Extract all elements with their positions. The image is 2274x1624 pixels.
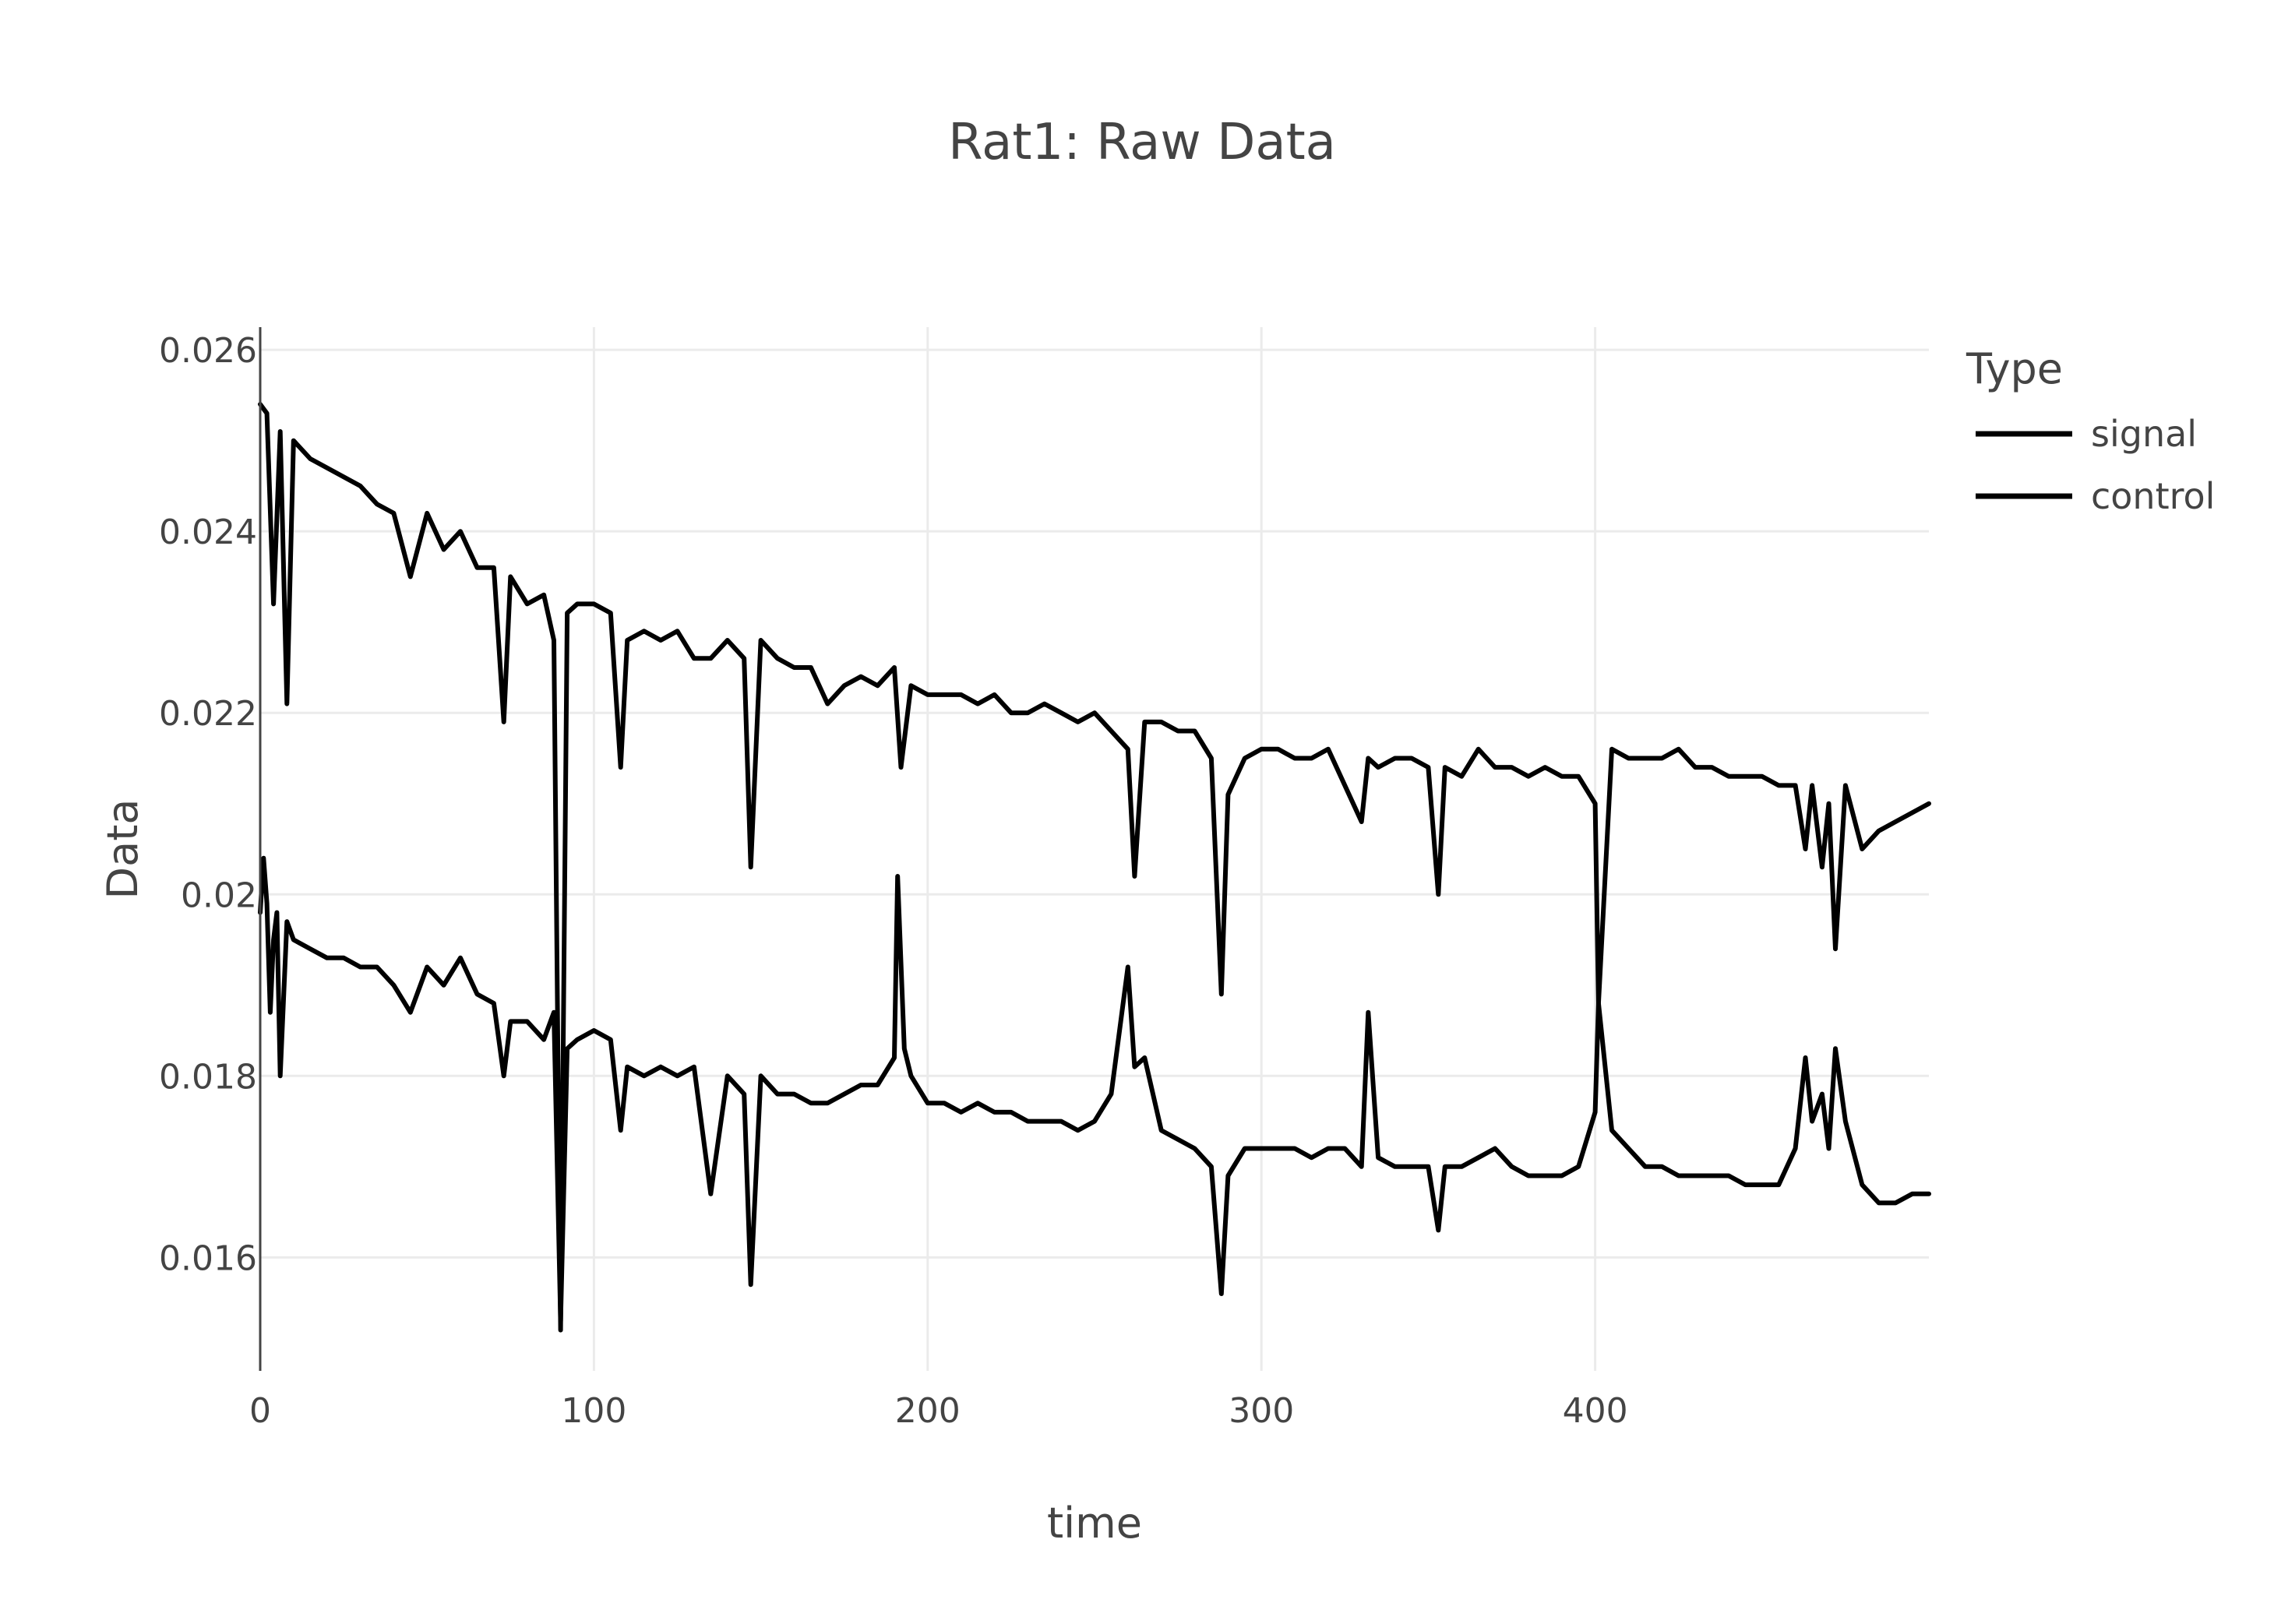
chart-title: Rat1: Raw Data xyxy=(948,114,1336,171)
x-tick-label: 400 xyxy=(1563,1391,1628,1431)
x-tick-labels: 0 100 200 300 400 xyxy=(249,1391,1628,1431)
y-tick-label: 0.022 xyxy=(159,694,257,734)
y-tick-label: 0.016 xyxy=(159,1238,257,1278)
y-tick-label: 0.026 xyxy=(159,331,257,371)
series-line-control xyxy=(258,855,1931,1323)
x-tick-label: 0 xyxy=(249,1391,271,1431)
series-line-signal xyxy=(258,402,1931,1333)
x-tick-label: 300 xyxy=(1229,1391,1294,1431)
y-tick-label: 0.02 xyxy=(181,875,257,915)
legend-item-signal[interactable]: signal xyxy=(1976,413,2197,455)
gridlines xyxy=(260,327,1929,1371)
x-axis-title: time xyxy=(1047,1499,1142,1548)
y-tick-label: 0.018 xyxy=(159,1057,257,1097)
legend-title: Type xyxy=(1966,344,2063,393)
legend: Type signal control xyxy=(1966,344,2215,517)
legend-label-control: control xyxy=(2091,475,2215,517)
legend-label-signal: signal xyxy=(2091,413,2197,455)
y-tick-labels: 0.016 0.018 0.02 0.022 0.024 0.026 xyxy=(159,331,257,1278)
y-tick-label: 0.024 xyxy=(159,513,257,552)
x-tick-label: 100 xyxy=(561,1391,626,1431)
y-axis-title: Data xyxy=(98,799,147,900)
legend-item-control[interactable]: control xyxy=(1976,475,2215,517)
series-layer xyxy=(258,402,1931,1333)
x-tick-label: 200 xyxy=(895,1391,961,1431)
